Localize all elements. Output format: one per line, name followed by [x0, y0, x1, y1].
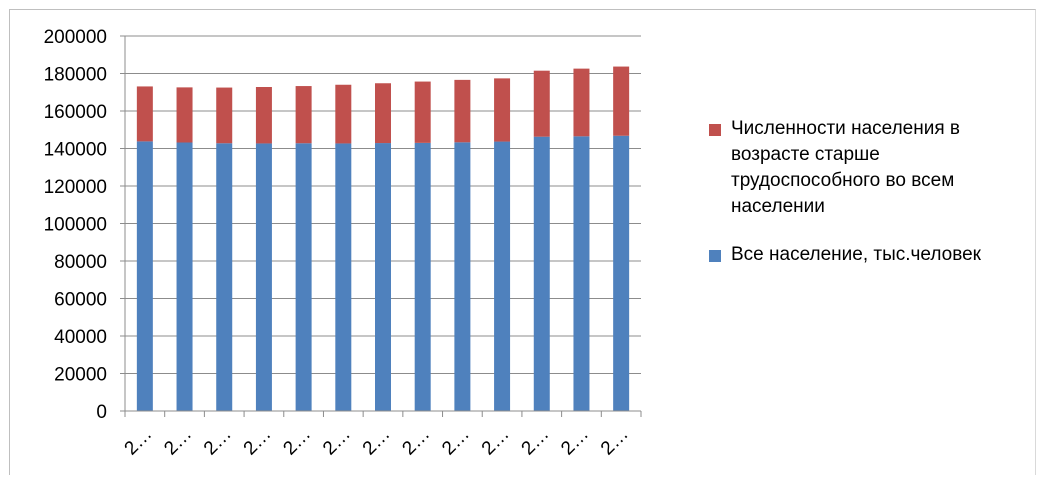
x-tick-label: 2…: [597, 424, 633, 460]
y-tick-label: 0: [96, 402, 107, 423]
bars: [136, 66, 630, 411]
bar-total-population: [414, 142, 431, 411]
x-tick-label: 2…: [319, 424, 355, 460]
legend-label-elderly: Численности населения в возрасте старше …: [731, 118, 960, 217]
bar-total-population: [613, 135, 630, 411]
y-tick-label: 120000: [44, 177, 107, 198]
bar-total-population: [573, 136, 590, 411]
legend-item-total: Все население, тыс.человек: [709, 242, 1029, 268]
y-tick-label: 100000: [44, 215, 107, 236]
legend: Численности населения в возрасте старше …: [709, 116, 1029, 290]
legend-swatch-total: [709, 250, 721, 262]
bar-total-population: [295, 143, 312, 411]
bar-total-population: [216, 143, 233, 411]
bar-total-population: [255, 143, 272, 411]
bar-total-population: [335, 143, 352, 411]
bar-elderly-population: [335, 84, 352, 144]
bar-elderly-population: [494, 78, 511, 142]
x-tick-label: 2…: [398, 424, 434, 460]
bar-elderly-population: [573, 68, 590, 137]
bar-total-population: [494, 141, 511, 411]
legend-label-total: Все население, тыс.человек: [731, 244, 981, 265]
y-tick-label: 180000: [44, 65, 107, 86]
x-tick-label: 2…: [121, 424, 157, 460]
y-axis: 0 20000 40000 60000 80000 100000 120000 140000 1…: [44, 27, 126, 423]
y-tick-label: 140000: [44, 140, 107, 161]
x-tick-label: 2…: [160, 424, 196, 460]
bar-total-population: [454, 142, 471, 411]
x-tick-label: 2…: [240, 424, 276, 460]
y-tick-label: 200000: [44, 27, 107, 48]
bar-elderly-population: [295, 86, 312, 144]
x-tick-label: 2…: [557, 424, 593, 460]
bar-total-population: [375, 143, 391, 411]
bar-elderly-population: [216, 87, 233, 144]
legend-swatch-elderly: [709, 124, 721, 136]
x-tick-label: 2…: [359, 424, 395, 460]
y-tick-label: 160000: [44, 102, 107, 123]
y-tick-label: 80000: [54, 252, 107, 273]
x-tick-label: 2…: [478, 424, 514, 460]
x-tick-label: 2…: [200, 424, 236, 460]
legend-item-elderly: Численности населения в возрасте старше …: [709, 116, 1029, 220]
bar-elderly-population: [136, 86, 153, 142]
bar-total-population: [533, 136, 550, 411]
y-tick-label: 60000: [54, 290, 107, 311]
x-axis: 2… 2… 2… 2… 2… 2… 2… 2… 2… 2… 2… 2… 2…: [121, 410, 642, 460]
bar-total-population: [176, 142, 193, 411]
bar-elderly-population: [533, 70, 550, 137]
x-tick-label: 2…: [279, 424, 315, 460]
bar-total-population: [136, 141, 153, 411]
bar-elderly-population: [375, 83, 391, 144]
bar-elderly-population: [414, 81, 431, 143]
x-tick-label: 2…: [518, 424, 554, 460]
bar-elderly-population: [176, 87, 193, 143]
y-tick-label: 40000: [54, 327, 107, 348]
bar-elderly-population: [454, 79, 471, 143]
bar-elderly-population: [255, 87, 272, 144]
y-tick-label: 20000: [54, 365, 107, 386]
x-tick-label: 2…: [438, 424, 474, 460]
bar-elderly-population: [613, 66, 630, 136]
